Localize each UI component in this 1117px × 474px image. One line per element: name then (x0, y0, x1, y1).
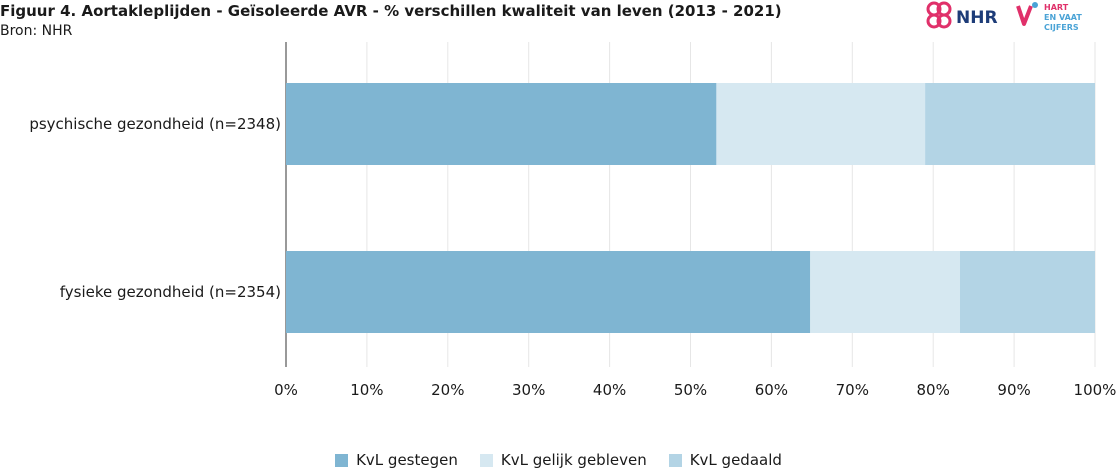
legend-item: KvL gedaald (668, 451, 782, 469)
bar-segment (810, 251, 960, 333)
x-tick-label: 70% (836, 381, 869, 399)
category-label: fysieke gezondheid (n=2354) (60, 283, 281, 301)
chart-title: Figuur 4. Aortakleplijden - Geïsoleerde … (0, 2, 782, 20)
hart-logo-line1: HART (1044, 3, 1069, 12)
bar-segment (286, 83, 717, 165)
hart-logo-line3: CIJFERS (1044, 23, 1079, 32)
bar-segment (716, 83, 926, 165)
chart-source: Bron: NHR (0, 23, 73, 39)
x-tick-label: 20% (431, 381, 464, 399)
x-tick-label: 10% (350, 381, 383, 399)
x-tick-label: 90% (997, 381, 1030, 399)
bar-segment (286, 251, 811, 333)
hart-logo-line2: EN VAAT (1044, 13, 1082, 22)
legend-label: KvL gestegen (356, 451, 458, 469)
bar-segment (959, 251, 1095, 333)
x-tick-label: 100% (1074, 381, 1117, 399)
legend-swatch (479, 453, 493, 467)
heart-vaat-icon (1016, 5, 1033, 26)
legend-label: KvL gedaald (689, 451, 782, 469)
x-tick-label: 30% (512, 381, 545, 399)
chart-legend: KvL gestegen KvL gelijk gebleven KvL gedaa… (0, 451, 1117, 469)
nhr-logo: NHR HART EN VAAT CIJFERS (926, 1, 1082, 32)
x-tick-label: 60% (755, 381, 788, 399)
legend-item: KvL gestegen (335, 451, 458, 469)
x-tick-label: 80% (917, 381, 950, 399)
legend-item: KvL gelijk gebleven (479, 451, 647, 469)
x-tick-label: 0% (274, 381, 298, 399)
x-tick-label: 50% (674, 381, 707, 399)
nhr-logo-text: NHR (956, 8, 998, 28)
legend-swatch (668, 453, 682, 467)
category-label: psychische gezondheid (n=2348) (29, 115, 281, 133)
x-tick-label: 40% (593, 381, 626, 399)
blue-dot-icon (1032, 2, 1038, 8)
legend-swatch (335, 453, 349, 467)
legend-label: KvL gelijk gebleven (500, 451, 647, 469)
nhr-knot-icon (926, 1, 952, 29)
bar-segment (925, 83, 1095, 165)
